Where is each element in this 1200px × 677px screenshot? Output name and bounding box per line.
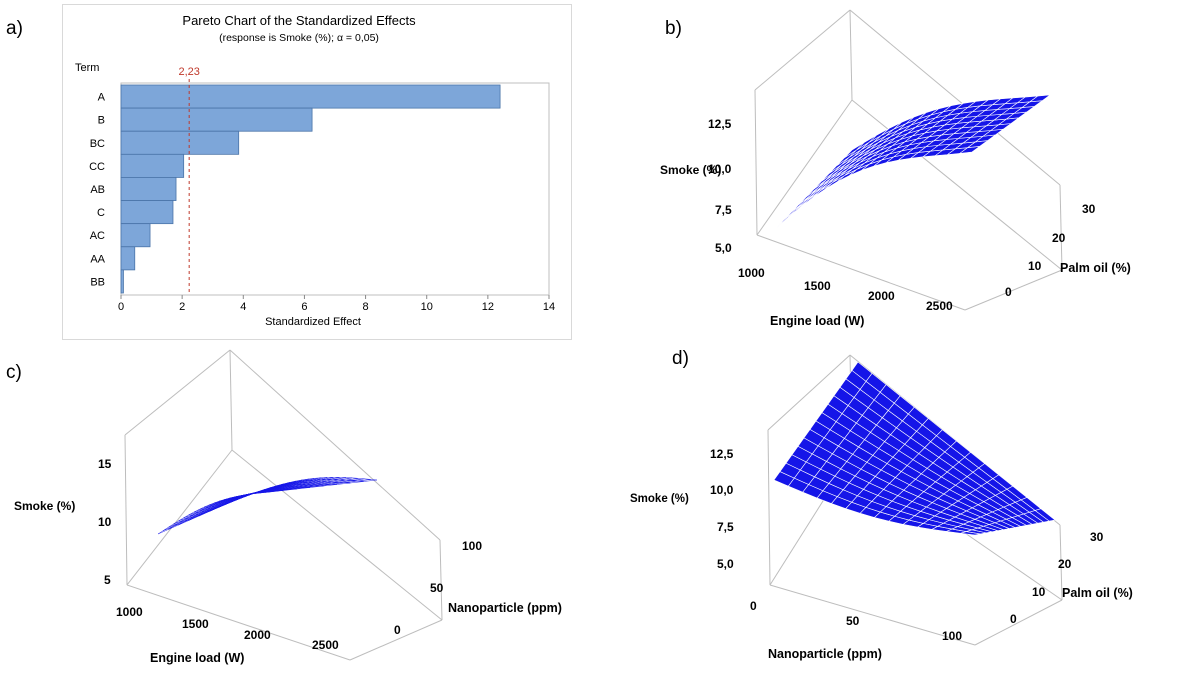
surface-plot-b: b) Smoke (%) 12,5 10,0 7,5 5,0 1000 1500… bbox=[600, 0, 1200, 340]
surface-b-xlabel: Engine load (W) bbox=[770, 314, 864, 328]
pareto-xtick-label: 2 bbox=[179, 301, 185, 313]
surface-d-zlabel: Smoke (%) bbox=[630, 493, 689, 505]
surface-c-ytick-3: 100 bbox=[462, 539, 482, 553]
pareto-xlabel: Standardized Effect bbox=[265, 316, 361, 328]
surface-plot-b-svg: Smoke (%) 12,5 10,0 7,5 5,0 1000 1500 20… bbox=[660, 9, 1131, 328]
pareto-bar-B bbox=[120, 107, 313, 132]
surface-c-box bbox=[124, 349, 443, 661]
surface-d-mesh bbox=[773, 361, 1056, 536]
pareto-category-label-AC: AC bbox=[90, 230, 105, 242]
pareto-category-label-BB: BB bbox=[90, 276, 105, 288]
pareto-xtick-label: 6 bbox=[301, 301, 307, 313]
pareto-reference-label: 2,23 bbox=[178, 66, 199, 78]
surface-d-ztick-4: 12,5 bbox=[710, 447, 734, 461]
surface-b-ytick-2: 10 bbox=[1028, 259, 1042, 273]
surface-c-xtick-3: 2000 bbox=[244, 628, 271, 642]
pareto-bar-BB bbox=[120, 269, 124, 294]
pareto-bar-A bbox=[120, 84, 501, 109]
surface-c-ztick-2: 10 bbox=[98, 515, 112, 529]
surface-c-ytick-1: 0 bbox=[394, 623, 401, 637]
surface-c-xtick-1: 1000 bbox=[116, 605, 143, 619]
pareto-bar-BC bbox=[120, 130, 240, 155]
pareto-bar-CC bbox=[120, 153, 185, 178]
surface-d-xtick-1: 0 bbox=[750, 599, 757, 613]
pareto-xtick-label: 12 bbox=[482, 301, 494, 313]
pareto-bar-AB bbox=[120, 177, 177, 201]
pareto-category-label-B: B bbox=[98, 115, 105, 127]
surface-d-ztick-1: 5,0 bbox=[717, 557, 734, 571]
surface-b-xtick-2: 1500 bbox=[804, 279, 831, 293]
surf-d-cell bbox=[1034, 508, 1056, 522]
pareto-category-label-A: A bbox=[98, 92, 106, 104]
pareto-title: Pareto Chart of the Standardized Effects bbox=[182, 13, 416, 28]
surface-b-ytick-1: 0 bbox=[1005, 285, 1012, 299]
surface-c-ztick-3: 15 bbox=[98, 457, 112, 471]
surface-b-xtick-4: 2500 bbox=[926, 299, 953, 313]
surface-plot-d: d) Smoke (%) 12,5 10,0 7,5 5,0 0 50 100 … bbox=[600, 340, 1200, 672]
pareto-category-label-AA: AA bbox=[90, 253, 105, 265]
pareto-category-label-C: C bbox=[97, 207, 105, 219]
pareto-bar-C bbox=[120, 200, 174, 225]
pareto-category-label-AB: AB bbox=[90, 184, 105, 196]
surf-c-cell bbox=[357, 479, 378, 482]
surface-plot-d-svg: Smoke (%) 12,5 10,0 7,5 5,0 0 50 100 Nan… bbox=[630, 354, 1133, 661]
surface-c-ylabel: Nanoparticle (ppm) bbox=[448, 601, 562, 615]
surface-d-ytick-4: 30 bbox=[1090, 530, 1104, 544]
pareto-bar-AC bbox=[120, 223, 151, 248]
surface-c-mesh bbox=[157, 477, 378, 535]
panel-label-c: c) bbox=[6, 362, 22, 383]
surface-c-xtick-4: 2500 bbox=[312, 638, 339, 652]
surface-b-ztick-2: 7,5 bbox=[715, 203, 732, 217]
pareto-xtick-label: 14 bbox=[543, 301, 555, 313]
surface-c-xlabel: Engine load (W) bbox=[150, 651, 244, 665]
pareto-chart-svg: Pareto Chart of the Standardized Effects… bbox=[75, 13, 555, 328]
surface-b-ytick-4: 30 bbox=[1082, 202, 1096, 216]
surface-c-ztick-1: 5 bbox=[104, 573, 111, 587]
pareto-xtick-label: 8 bbox=[363, 301, 369, 313]
surface-d-xtick-2: 50 bbox=[846, 614, 860, 628]
pareto-subtitle: (response is Smoke (%); α = 0,05) bbox=[219, 32, 379, 44]
pareto-category-label-BC: BC bbox=[90, 138, 105, 150]
surface-plot-c-svg: Smoke (%) 15 10 5 1000 1500 2000 2500 En… bbox=[14, 349, 562, 665]
surface-d-xlabel: Nanoparticle (ppm) bbox=[768, 647, 882, 661]
surface-b-box bbox=[754, 9, 1063, 311]
surface-b-ytick-3: 20 bbox=[1052, 231, 1066, 245]
surface-b-xtick-1: 1000 bbox=[738, 266, 765, 280]
pareto-category-label-CC: CC bbox=[89, 161, 105, 173]
surface-d-xtick-3: 100 bbox=[942, 629, 962, 643]
pareto-xtick-label: 4 bbox=[240, 301, 246, 313]
surface-b-mesh bbox=[775, 94, 1052, 229]
surface-b-ylabel: Palm oil (%) bbox=[1060, 261, 1131, 275]
surface-c-xtick-2: 1500 bbox=[182, 617, 209, 631]
panel-label-d: d) bbox=[672, 348, 689, 369]
surf-b-cell bbox=[1028, 94, 1052, 103]
surface-b-ztick-3: 10,0 bbox=[708, 162, 732, 176]
surface-d-ztick-3: 10,0 bbox=[710, 483, 734, 497]
surface-c-ytick-2: 50 bbox=[430, 581, 444, 595]
surface-plot-c: c) Smoke (%) 15 10 5 1000 1500 2000 2500… bbox=[0, 340, 600, 672]
surface-b-ztick-1: 5,0 bbox=[715, 241, 732, 255]
pareto-term-label: Term bbox=[75, 62, 99, 74]
surface-b-xtick-3: 2000 bbox=[868, 289, 895, 303]
panel-label-a: a) bbox=[6, 18, 23, 39]
surface-d-ytick-1: 0 bbox=[1010, 612, 1017, 626]
surface-c-zlabel: Smoke (%) bbox=[14, 499, 75, 513]
pareto-bar-AA bbox=[120, 246, 136, 271]
pareto-xtick-label: 0 bbox=[118, 301, 124, 313]
pareto-chart-panel: a) Pareto Chart of the Standardized Effe… bbox=[0, 0, 580, 340]
surface-d-ztick-2: 7,5 bbox=[717, 520, 734, 534]
surface-d-ylabel: Palm oil (%) bbox=[1062, 586, 1133, 600]
surface-d-ytick-3: 20 bbox=[1058, 557, 1072, 571]
surface-b-zlabel: Smoke (%) bbox=[660, 163, 721, 177]
panel-label-b: b) bbox=[665, 18, 682, 39]
pareto-chart-frame: Pareto Chart of the Standardized Effects… bbox=[62, 4, 572, 340]
surface-b-ztick-4: 12,5 bbox=[708, 117, 732, 131]
surface-d-ytick-2: 10 bbox=[1032, 585, 1046, 599]
pareto-xtick-label: 10 bbox=[421, 301, 433, 313]
